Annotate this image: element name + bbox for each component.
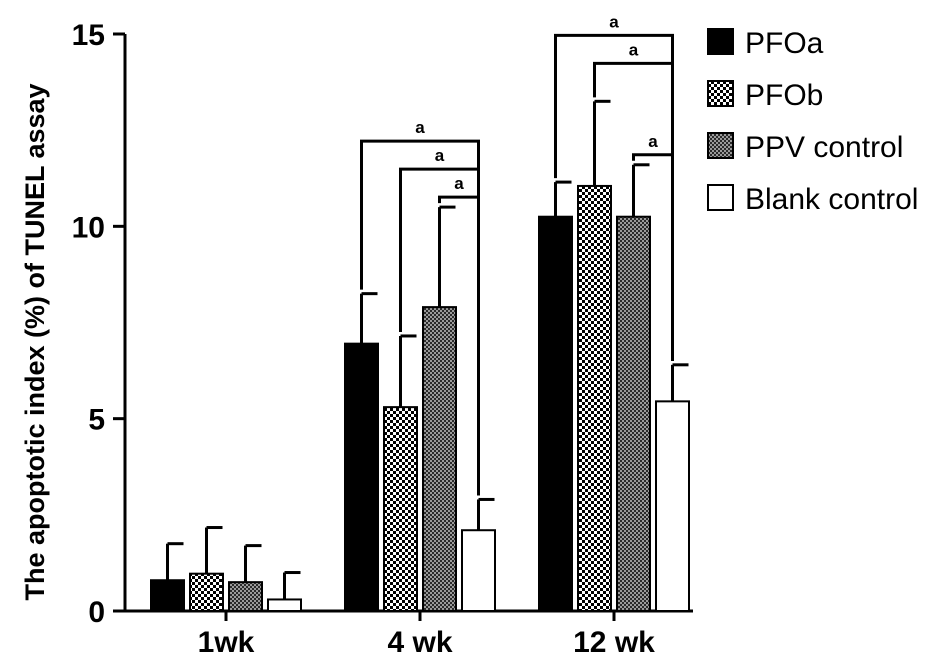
legend-swatch bbox=[707, 28, 734, 55]
bar-ppv-control bbox=[422, 306, 457, 612]
significance-bracket: a bbox=[632, 132, 674, 361]
bar-blank-control bbox=[655, 400, 690, 612]
x-ticks: 1wk 4 wk 12 wk bbox=[198, 611, 655, 659]
bar-ppv-control bbox=[616, 215, 651, 612]
bracket-line bbox=[554, 33, 674, 361]
y-axis-label: The apoptotic index (%) of TUNEL assay bbox=[20, 83, 50, 600]
bars bbox=[150, 99, 690, 613]
significance-label: a bbox=[415, 118, 425, 137]
y-tick-label: 10 bbox=[72, 211, 105, 244]
significance-label: a bbox=[629, 40, 639, 59]
legend-label: PFOb bbox=[745, 79, 823, 112]
legend-item: PPV control bbox=[707, 131, 903, 164]
x-tick-label: 1wk bbox=[198, 626, 255, 659]
bar-pfob bbox=[383, 406, 418, 613]
legend-label: Blank control bbox=[745, 183, 918, 216]
legend-item: Blank control bbox=[707, 183, 918, 216]
x-axis: 1wk 4 wk 12 wk bbox=[125, 609, 693, 659]
legend-label: PFOa bbox=[745, 27, 824, 60]
bar-ppv-control bbox=[228, 581, 263, 613]
bar-pfoa bbox=[344, 342, 379, 612]
significance-label: a bbox=[648, 132, 658, 151]
bracket-line bbox=[438, 195, 480, 496]
legend: PFOa PFOb PPV control Blank control bbox=[707, 27, 918, 216]
significance-label: a bbox=[609, 12, 619, 31]
y-axis: 0 5 10 15 bbox=[72, 19, 127, 629]
significance-bracket: a bbox=[438, 174, 480, 496]
bracket-line bbox=[632, 153, 674, 361]
legend-swatch bbox=[707, 184, 734, 211]
x-tick-label: 12 wk bbox=[573, 626, 655, 659]
significance-label: a bbox=[435, 146, 445, 165]
y-tick-label: 5 bbox=[88, 404, 105, 437]
bar-blank-control bbox=[267, 598, 302, 613]
y-tick-label: 0 bbox=[88, 596, 105, 629]
legend-item: PFOb bbox=[707, 79, 823, 112]
y-tick-label: 15 bbox=[72, 19, 105, 52]
legend-label: PPV control bbox=[745, 131, 903, 164]
y-ticks: 0 5 10 15 bbox=[72, 19, 125, 629]
x-tick-label: 4 wk bbox=[387, 626, 452, 659]
bar-pfob bbox=[577, 184, 612, 612]
bar-pfoa bbox=[538, 215, 573, 612]
bar-blank-control bbox=[461, 529, 496, 612]
legend-item: PFOa bbox=[707, 27, 824, 60]
significance-label: a bbox=[454, 174, 464, 193]
legend-swatch bbox=[707, 80, 734, 107]
bracket-line bbox=[360, 139, 480, 496]
legend-swatch bbox=[707, 132, 734, 159]
bar-pfob bbox=[189, 572, 224, 612]
bar-pfoa bbox=[150, 579, 185, 613]
